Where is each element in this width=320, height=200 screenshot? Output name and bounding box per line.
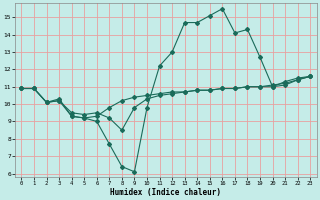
- X-axis label: Humidex (Indice chaleur): Humidex (Indice chaleur): [110, 188, 221, 197]
